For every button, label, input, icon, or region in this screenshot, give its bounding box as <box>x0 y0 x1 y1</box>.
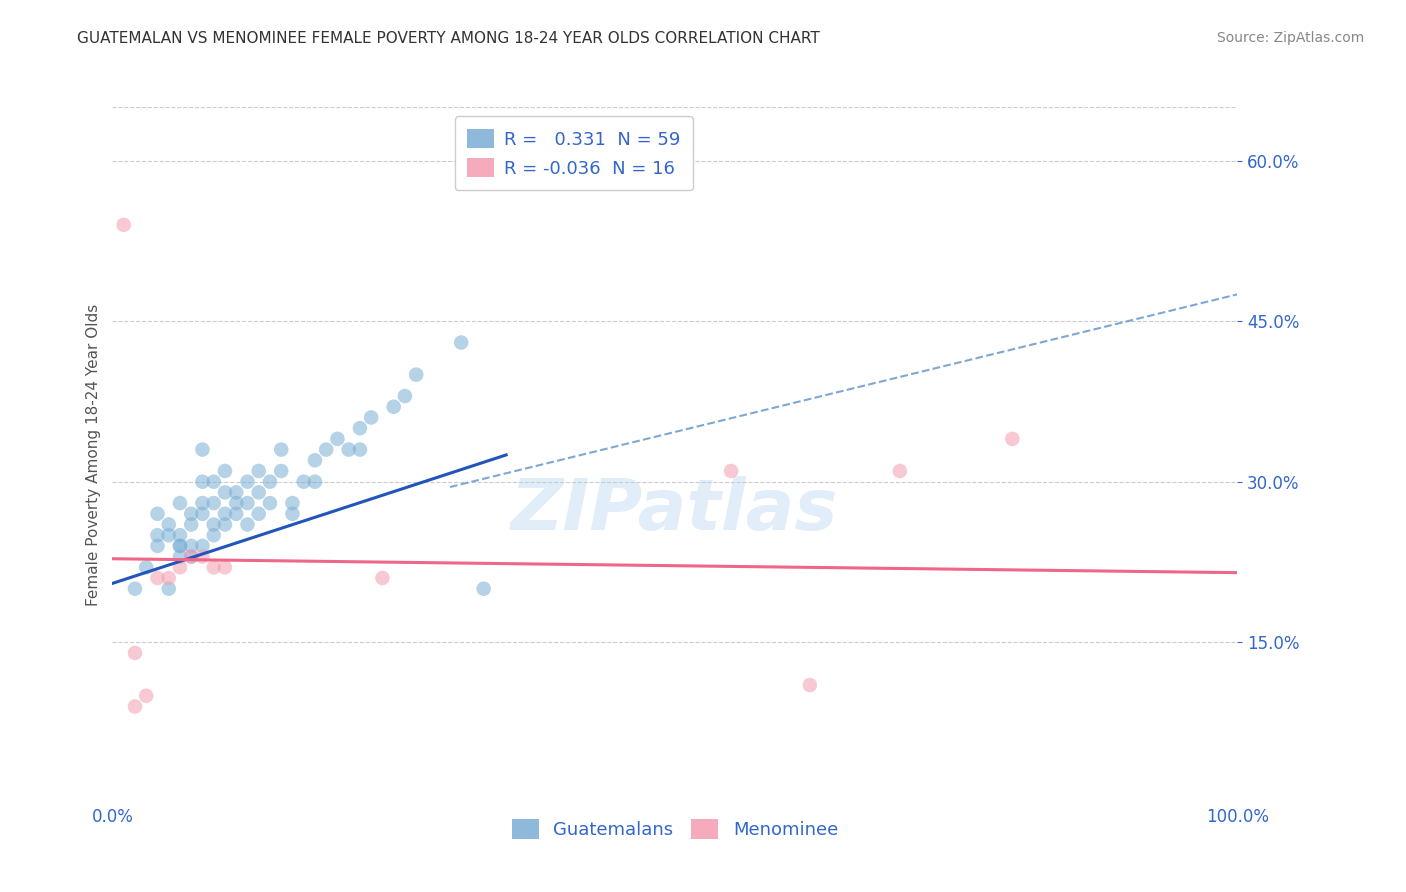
Point <box>236 475 259 489</box>
Point <box>157 582 180 596</box>
Point <box>281 507 304 521</box>
Point <box>191 549 214 564</box>
Point <box>247 507 270 521</box>
Point <box>214 560 236 574</box>
Point <box>337 442 360 457</box>
Point <box>169 549 191 564</box>
Point <box>349 421 371 435</box>
Point <box>180 539 202 553</box>
Point <box>236 496 259 510</box>
Point <box>180 549 202 564</box>
Point <box>191 442 214 457</box>
Point <box>169 528 191 542</box>
Point <box>281 496 304 510</box>
Point <box>146 539 169 553</box>
Point <box>1001 432 1024 446</box>
Point <box>214 517 236 532</box>
Point <box>720 464 742 478</box>
Point <box>157 517 180 532</box>
Point <box>247 464 270 478</box>
Point <box>259 475 281 489</box>
Point <box>270 442 292 457</box>
Point <box>146 571 169 585</box>
Point <box>202 475 225 489</box>
Y-axis label: Female Poverty Among 18-24 Year Olds: Female Poverty Among 18-24 Year Olds <box>86 304 101 606</box>
Point <box>124 582 146 596</box>
Point <box>259 496 281 510</box>
Point <box>180 507 202 521</box>
Point <box>180 549 202 564</box>
Legend: Guatemalans, Menominee: Guatemalans, Menominee <box>505 812 845 846</box>
Point <box>270 464 292 478</box>
Point <box>360 410 382 425</box>
Point <box>146 528 169 542</box>
Point <box>191 539 214 553</box>
Text: GUATEMALAN VS MENOMINEE FEMALE POVERTY AMONG 18-24 YEAR OLDS CORRELATION CHART: GUATEMALAN VS MENOMINEE FEMALE POVERTY A… <box>77 31 820 46</box>
Point <box>112 218 135 232</box>
Point <box>157 571 180 585</box>
Point <box>169 539 191 553</box>
Point <box>214 485 236 500</box>
Point <box>889 464 911 478</box>
Point <box>371 571 394 585</box>
Point <box>382 400 405 414</box>
Point <box>191 507 214 521</box>
Point <box>214 464 236 478</box>
Point <box>135 689 157 703</box>
Point <box>225 507 247 521</box>
Point <box>135 560 157 574</box>
Point <box>236 517 259 532</box>
Point <box>304 475 326 489</box>
Point <box>799 678 821 692</box>
Point <box>191 496 214 510</box>
Point <box>292 475 315 489</box>
Point <box>169 560 191 574</box>
Point <box>326 432 349 446</box>
Point <box>214 507 236 521</box>
Point <box>349 442 371 457</box>
Point <box>124 646 146 660</box>
Point <box>169 539 191 553</box>
Point <box>247 485 270 500</box>
Point <box>180 517 202 532</box>
Point <box>450 335 472 350</box>
Point <box>146 507 169 521</box>
Point <box>225 485 247 500</box>
Point <box>225 496 247 510</box>
Text: ZIPatlas: ZIPatlas <box>512 476 838 545</box>
Point <box>157 528 180 542</box>
Point <box>191 475 214 489</box>
Point <box>394 389 416 403</box>
Point <box>169 496 191 510</box>
Point <box>202 528 225 542</box>
Point <box>304 453 326 467</box>
Point <box>124 699 146 714</box>
Point <box>405 368 427 382</box>
Point <box>202 517 225 532</box>
Point <box>315 442 337 457</box>
Point <box>472 582 495 596</box>
Point <box>202 496 225 510</box>
Point <box>202 560 225 574</box>
Text: Source: ZipAtlas.com: Source: ZipAtlas.com <box>1216 31 1364 45</box>
